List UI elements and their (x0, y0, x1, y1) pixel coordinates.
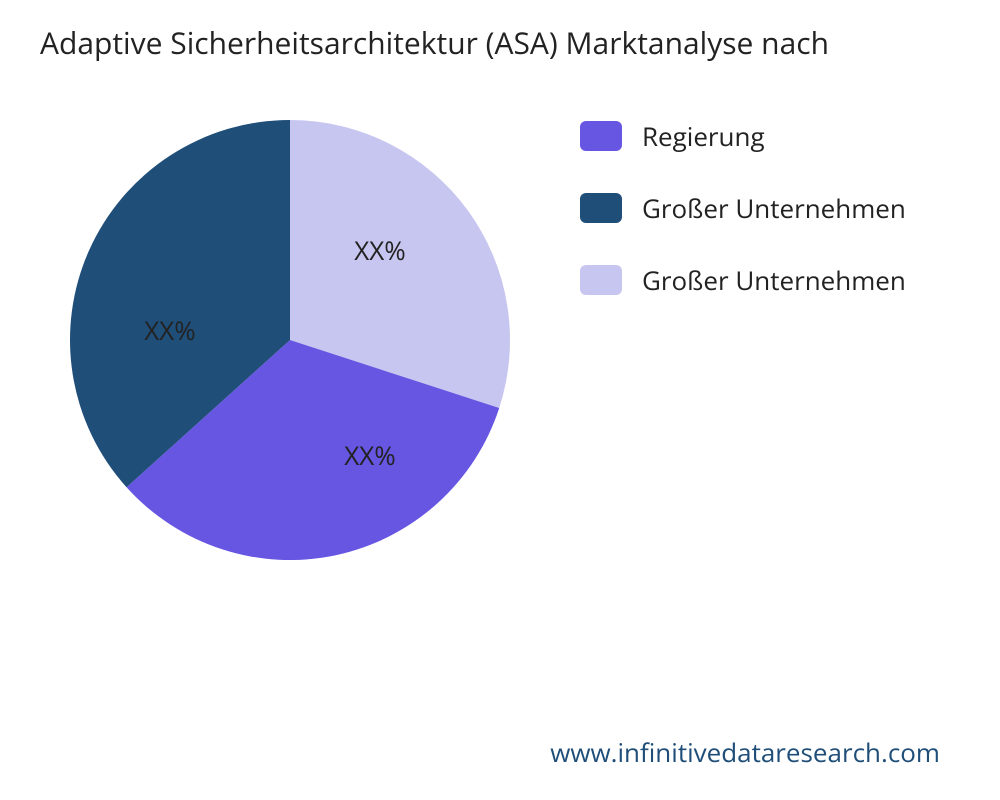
pie-chart: XX% XX% XX% (60, 110, 520, 570)
pie-svg (60, 110, 520, 570)
legend-label: Großer Unternehmen (642, 190, 906, 226)
pie-slice-label: XX% (144, 312, 196, 348)
footer-link[interactable]: www.infinitivedataresearch.com (550, 734, 940, 770)
pie-slice-label: XX% (354, 232, 406, 268)
legend-label: Großer Unternehmen (642, 262, 906, 298)
legend-item: Regierung (580, 118, 906, 154)
legend-swatch (580, 193, 622, 223)
legend-swatch (580, 265, 622, 295)
legend: Regierung Großer Unternehmen Großer Untern… (580, 118, 906, 334)
legend-item: Großer Unternehmen (580, 190, 906, 226)
legend-item: Großer Unternehmen (580, 262, 906, 298)
legend-label: Regierung (642, 118, 765, 154)
legend-swatch (580, 121, 622, 151)
chart-title: Adaptive Sicherheitsarchitektur (ASA) Ma… (40, 22, 1000, 63)
pie-slice-label: XX% (344, 437, 396, 473)
